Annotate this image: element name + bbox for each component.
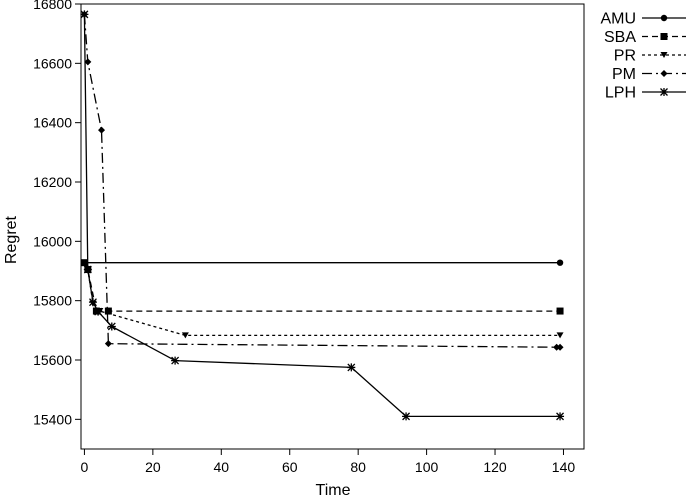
data-point bbox=[88, 298, 97, 307]
series-line bbox=[83, 262, 560, 312]
x-tick-label: 60 bbox=[282, 459, 298, 475]
legend-item-sba: SBA bbox=[604, 29, 686, 46]
legend-label: PR bbox=[614, 48, 636, 65]
data-point bbox=[660, 88, 668, 96]
data-point bbox=[347, 363, 356, 372]
y-axis-title: Regret bbox=[3, 215, 20, 264]
legend-item-amu: AMU bbox=[600, 11, 686, 28]
legend-item-pr: PR bbox=[614, 48, 686, 65]
x-tick-label: 40 bbox=[214, 459, 230, 475]
y-tick-label: 15400 bbox=[33, 411, 72, 427]
legend-label: SBA bbox=[604, 29, 636, 46]
legend-item-pm: PM bbox=[612, 66, 686, 83]
series-lph bbox=[80, 10, 565, 421]
series-line bbox=[83, 14, 560, 348]
x-tick-label: 20 bbox=[145, 459, 161, 475]
y-tick-label: 16600 bbox=[33, 55, 72, 71]
data-point bbox=[660, 33, 668, 40]
y-tick-label: 15600 bbox=[33, 352, 72, 368]
series-pr bbox=[80, 259, 564, 339]
data-point bbox=[556, 343, 564, 351]
data-point bbox=[104, 340, 112, 348]
data-point bbox=[181, 332, 189, 339]
y-tick-label: 16800 bbox=[33, 0, 72, 12]
y-tick-label: 15800 bbox=[33, 293, 72, 309]
data-point bbox=[84, 58, 92, 66]
legend-label: LPH bbox=[605, 85, 636, 102]
x-tick-label: 80 bbox=[350, 459, 366, 475]
data-point bbox=[660, 70, 668, 77]
data-point bbox=[660, 14, 668, 22]
data-point bbox=[94, 307, 103, 316]
series-layer bbox=[80, 10, 565, 421]
axes: 0 20 40 60 80 100 120 140 15400 15600 15800 16000 16… bbox=[33, 0, 585, 475]
data-point bbox=[556, 259, 564, 266]
x-tick-label: 0 bbox=[81, 459, 89, 475]
data-point bbox=[556, 307, 564, 315]
data-point bbox=[402, 412, 411, 421]
data-point bbox=[660, 52, 668, 58]
y-tick-label: 16400 bbox=[33, 115, 72, 131]
x-tick-label: 140 bbox=[552, 459, 576, 475]
legend-label: AMU bbox=[600, 11, 636, 28]
data-point bbox=[83, 265, 92, 274]
data-point bbox=[104, 307, 112, 315]
legend-item-lph: LPH bbox=[605, 85, 686, 102]
y-tick-label: 16200 bbox=[33, 174, 72, 190]
series-line bbox=[83, 14, 560, 418]
series-line bbox=[83, 262, 560, 337]
legend-label: PM bbox=[612, 66, 636, 83]
data-point bbox=[171, 356, 180, 365]
data-point bbox=[556, 412, 565, 421]
data-point bbox=[80, 259, 88, 266]
data-point bbox=[80, 10, 89, 19]
plot-frame bbox=[80, 3, 585, 450]
x-axis-title: Time bbox=[316, 482, 351, 499]
series-pm bbox=[80, 10, 564, 351]
x-tick-label: 100 bbox=[415, 459, 439, 475]
x-tick-label: 120 bbox=[483, 459, 507, 475]
series-sba bbox=[80, 259, 564, 315]
series-amu bbox=[81, 259, 564, 266]
data-point bbox=[98, 126, 106, 134]
data-point bbox=[107, 322, 116, 331]
y-tick-label: 16000 bbox=[33, 233, 72, 249]
data-point bbox=[556, 332, 564, 339]
